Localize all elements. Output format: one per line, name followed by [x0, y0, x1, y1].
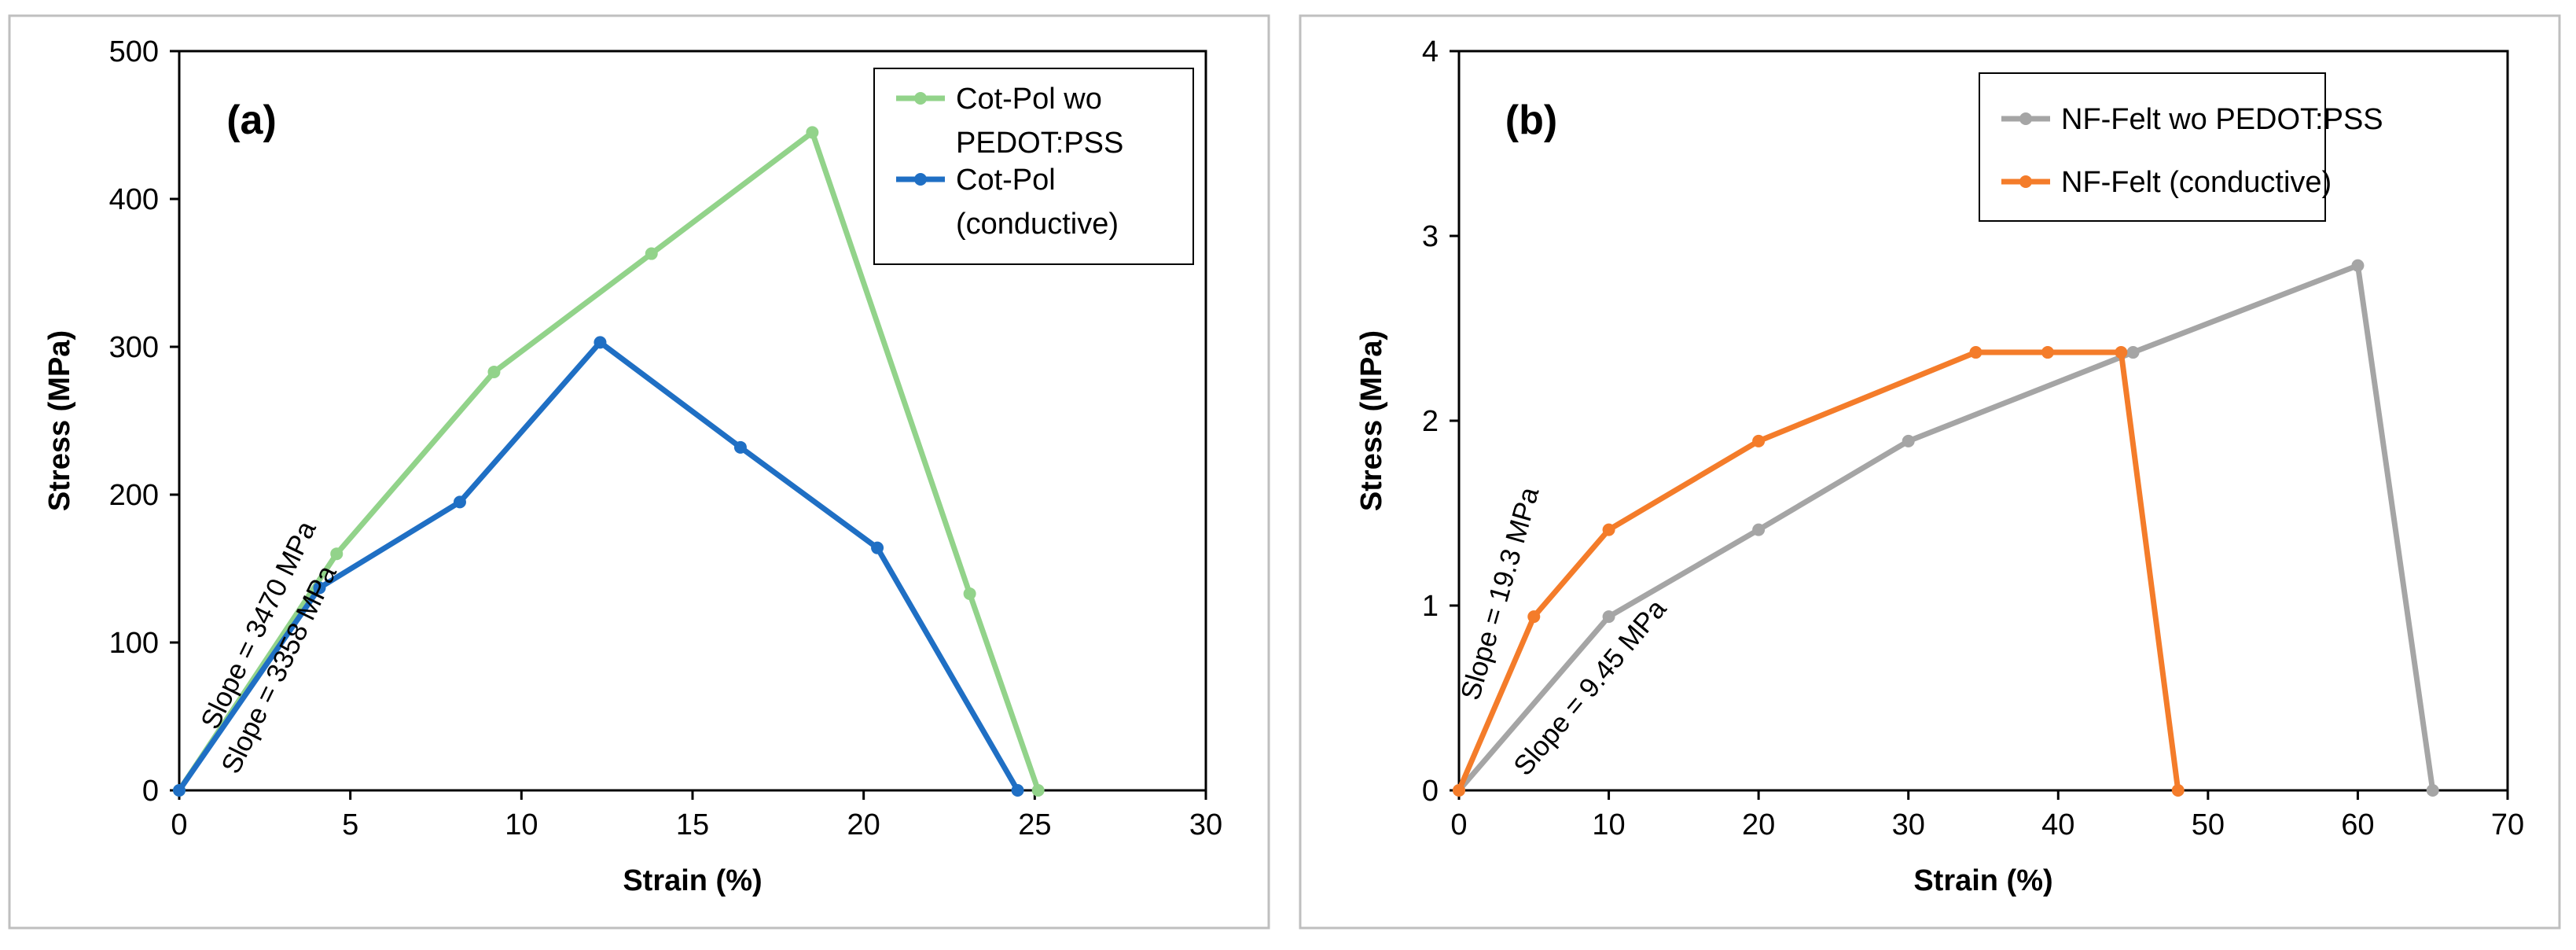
x-tick-label: 40 — [2041, 808, 2074, 841]
legend-entry-label: NF-Felt (conductive) — [2061, 166, 2332, 199]
data-point — [2041, 346, 2054, 359]
legend-entry-label: Cot-Pol wo — [956, 83, 1102, 116]
y-tick-label: 400 — [109, 183, 159, 216]
x-tick-label: 15 — [676, 808, 709, 841]
chart-panel-b: 0 10 20 30 40 50 60 70 0 1 2 3 4 Strain (%) Stress (MP… — [1299, 14, 2561, 930]
data-point — [1527, 610, 1541, 624]
x-axis-title: Strain (%) — [623, 864, 762, 897]
x-tick-label: 30 — [1189, 808, 1222, 841]
data-point — [173, 784, 186, 797]
data-point — [1031, 784, 1045, 797]
x-axis-title: Strain (%) — [1913, 864, 2052, 897]
data-point — [733, 440, 747, 454]
panel-label: (b) — [1505, 98, 1557, 143]
legend-swatch-marker — [914, 92, 927, 105]
x-tick-label: 20 — [1742, 808, 1775, 841]
panel-frame-b — [1299, 14, 2561, 930]
x-tick-label: 10 — [505, 808, 538, 841]
y-axis-title: Stress (MPa) — [43, 330, 76, 511]
data-point — [1969, 346, 1983, 359]
data-point — [2426, 784, 2439, 797]
x-tick-label: 10 — [1592, 808, 1625, 841]
panel-label: (a) — [226, 98, 277, 143]
data-point — [2115, 346, 2128, 359]
data-point — [1752, 434, 1766, 447]
series-line-2 — [1456, 349, 2181, 794]
data-point — [1602, 610, 1615, 624]
data-point — [2171, 784, 2185, 797]
y-tick-label: 0 — [142, 775, 159, 808]
y-tick-label: 4 — [1422, 35, 1439, 68]
data-point — [871, 541, 884, 554]
data-point — [330, 547, 344, 561]
data-point — [2126, 346, 2140, 359]
y-axis-title: Stress (MPa) — [1355, 330, 1388, 511]
x-tick-label: 0 — [171, 808, 187, 841]
data-point — [313, 581, 326, 595]
y-tick-label: 1 — [1422, 590, 1439, 623]
data-point — [806, 126, 819, 139]
y-tick-label: 3 — [1422, 220, 1439, 253]
x-tick-label: 60 — [2341, 808, 2374, 841]
x-tick-label: 20 — [847, 808, 880, 841]
data-point — [453, 495, 466, 509]
data-point — [2351, 259, 2365, 272]
legend-box — [1979, 72, 2326, 222]
data-point — [593, 336, 607, 349]
legend-swatch-marker — [914, 173, 927, 186]
data-point — [1011, 784, 1024, 797]
x-tick-label: 25 — [1018, 808, 1051, 841]
legend-entry-label: (conductive) — [956, 208, 1119, 241]
data-point — [1453, 784, 1465, 797]
x-tick-label: 5 — [342, 808, 358, 841]
y-tick-label: 0 — [1422, 775, 1439, 808]
legend-swatch-marker — [2019, 175, 2032, 188]
legend-entry-label: NF-Felt wo PEDOT:PSS — [2061, 103, 2383, 136]
data-point — [1602, 523, 1615, 536]
data-point — [963, 587, 976, 600]
x-tick-label: 0 — [1450, 808, 1467, 841]
y-tick-label: 2 — [1422, 405, 1439, 438]
data-point — [487, 365, 501, 378]
y-tick-label: 200 — [109, 479, 159, 512]
data-point — [1752, 523, 1766, 536]
y-tick-label: 300 — [109, 331, 159, 364]
y-tick-label: 500 — [109, 35, 159, 68]
x-tick-label: 70 — [2491, 808, 2524, 841]
data-point — [1902, 434, 1915, 447]
legend-entry-label: Cot-Pol — [956, 164, 1056, 197]
y-tick-label: 100 — [109, 627, 159, 660]
legend-swatch-marker — [2019, 112, 2032, 125]
x-tick-label: 30 — [1892, 808, 1925, 841]
data-point — [645, 247, 658, 260]
legend-entry-label: PEDOT:PSS — [956, 127, 1123, 160]
x-tick-label: 50 — [2192, 808, 2225, 841]
